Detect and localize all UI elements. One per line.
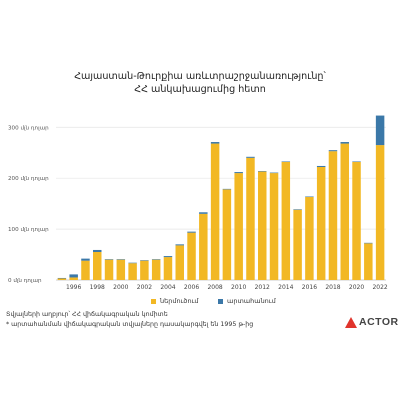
bar-exports <box>210 142 220 144</box>
bar-exports <box>340 142 349 144</box>
footnote: * արտահանման վիճակագրական տվյալները դասա… <box>6 321 254 328</box>
bar-exports <box>199 212 208 214</box>
bar-exports <box>234 172 243 174</box>
actor-logo: ACTOR <box>345 316 399 328</box>
bar-imports <box>140 260 149 280</box>
bar-imports <box>116 259 126 280</box>
bar-imports <box>258 171 267 280</box>
bar-imports <box>328 151 338 280</box>
bar-imports <box>151 259 161 280</box>
legend-swatch-imports <box>151 298 156 304</box>
chart-title-line-1: Հայաստան-Թուրքիա առևտրաշրջանառությունը՝ <box>74 71 326 82</box>
bar-exports <box>81 258 90 261</box>
bar-exports <box>293 209 302 210</box>
bar-imports <box>340 143 349 280</box>
bar-imports <box>234 173 243 280</box>
bar-exports <box>175 244 184 246</box>
y-tick-label: 200 մլն դոլար <box>8 176 49 182</box>
bar-exports <box>140 260 149 261</box>
y-tick-label: 100 մլն դոլար <box>8 227 49 233</box>
bar-exports <box>375 115 385 146</box>
legend-label-exports: արտահանում <box>227 297 276 305</box>
x-tick-label: 2012 <box>255 284 270 291</box>
chart-title-line-2: ՀՀ անկախացումից հետո <box>134 84 266 95</box>
bar-imports <box>352 161 361 280</box>
x-tick-label: 2018 <box>325 284 340 291</box>
bar-imports <box>293 209 302 280</box>
bar-imports <box>210 143 220 280</box>
x-tick-label: 2010 <box>231 284 246 291</box>
x-tick-label: 2008 <box>207 284 222 291</box>
bar-exports <box>93 249 102 252</box>
bar-imports <box>269 173 279 280</box>
bar-imports <box>375 145 385 280</box>
legend-swatch-exports <box>218 298 223 304</box>
bar-imports <box>246 157 255 280</box>
bar-imports <box>364 243 373 280</box>
bar-imports <box>163 257 173 280</box>
legend-item-exports: արտահանում <box>218 297 276 305</box>
x-tick-label: 2014 <box>278 284 293 291</box>
bar-exports <box>128 262 137 264</box>
bar-exports <box>316 165 326 167</box>
bar-imports <box>128 263 137 280</box>
bar-imports <box>281 161 291 280</box>
logo-text: ACTOR <box>359 316 399 328</box>
bar-exports <box>281 161 291 162</box>
bar-exports <box>69 274 78 278</box>
legend-label-imports: ներմուծում <box>160 297 199 305</box>
x-tick-label: 2004 <box>160 284 175 291</box>
x-tick-label: 2006 <box>184 284 199 291</box>
x-tick-label: 2020 <box>349 284 364 291</box>
bar-exports <box>187 231 196 233</box>
y-tick-label: 0 մլն դոլար <box>8 278 42 284</box>
x-tick-label: 1998 <box>90 284 105 291</box>
bar-imports <box>81 260 90 280</box>
x-tick-label: 2022 <box>372 284 387 291</box>
bar-exports <box>57 277 67 279</box>
bar-exports <box>352 161 361 162</box>
legend-item-imports: ներմուծում <box>151 297 199 305</box>
bar-imports <box>187 232 196 280</box>
bar-exports <box>104 259 114 260</box>
bar-exports <box>364 242 373 244</box>
bar-imports <box>104 259 114 280</box>
bar-imports <box>199 213 208 280</box>
x-tick-label: 2000 <box>113 284 128 291</box>
y-tick-label: 300 մլն դոլար <box>8 125 49 131</box>
bar-imports <box>175 245 184 280</box>
x-tick-label: 1996 <box>66 284 81 291</box>
bar-imports <box>57 278 67 280</box>
bar-exports <box>328 150 338 152</box>
bar-exports <box>163 256 173 258</box>
bar-imports <box>305 197 314 280</box>
bar-exports <box>246 156 255 158</box>
x-tick-label: 2002 <box>137 284 152 291</box>
bar-imports <box>316 166 326 280</box>
logo-mark-icon <box>345 316 357 328</box>
bar-imports <box>69 277 78 280</box>
bar-exports <box>269 172 279 174</box>
bar-exports <box>151 259 161 260</box>
bar-exports <box>116 259 126 260</box>
bar-exports <box>222 188 232 190</box>
bar-exports <box>305 196 314 198</box>
bar-exports <box>258 171 267 172</box>
bar-imports <box>93 252 102 280</box>
source-note: Տվյալների աղբյուր՝ ՀՀ վիճակագրական կոմիտ… <box>6 311 168 318</box>
bar-imports <box>222 189 232 280</box>
x-tick-label: 2016 <box>302 284 317 291</box>
